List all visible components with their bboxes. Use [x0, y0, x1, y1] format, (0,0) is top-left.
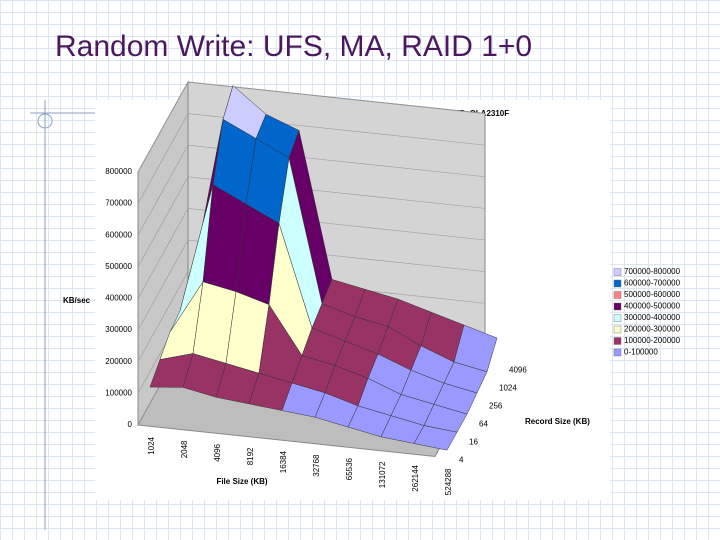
surface-cell: [413, 425, 458, 451]
z-tick-label: 700000: [105, 199, 132, 208]
y-axis-label: Record Size (KB): [525, 417, 590, 426]
legend-label: 400000-500000: [624, 302, 681, 311]
x-tick-label: 32768: [312, 454, 321, 477]
x-tick-label: 65536: [345, 457, 354, 480]
y-tick-label: 256: [489, 402, 503, 411]
legend-swatch: [613, 279, 622, 288]
grid-line: [137, 239, 486, 331]
x-tick-label: 524288: [444, 468, 453, 495]
z-tick-label: 300000: [105, 325, 132, 334]
grid-line: [137, 271, 486, 362]
legend-swatch: [613, 291, 622, 299]
decor-circle: [37, 113, 53, 129]
x-tick-label: 4096: [213, 443, 222, 461]
legend-swatch: [613, 325, 622, 334]
legend-label: 300000-400000: [624, 313, 681, 322]
z-tick-label: 400000: [105, 294, 132, 303]
legend-swatch: [613, 314, 622, 322]
legend-label: 0-100000: [624, 348, 658, 357]
z-axis-label: KB/sec: [63, 296, 91, 305]
grid-line: [137, 81, 486, 173]
x-tick-label: 2048: [180, 440, 189, 458]
y-tick-label: 16: [469, 438, 478, 447]
legend-label: 600000-700000: [624, 279, 681, 288]
legend-swatch: [613, 268, 622, 276]
grid-line: [137, 113, 486, 204]
z-tick-label: 0: [128, 420, 133, 429]
legend-swatch: [613, 337, 622, 345]
legend-swatch: [613, 302, 622, 311]
z-tick-label: 200000: [105, 357, 132, 366]
y-tick-label: 1024: [499, 384, 517, 393]
legend-label: 700000-800000: [624, 267, 681, 276]
grid-line: [137, 208, 486, 299]
y-tick-label: 64: [479, 420, 488, 429]
x-tick-label: 1024: [147, 436, 156, 454]
z-tick-label: 600000: [105, 230, 132, 239]
legend-label: 100000-200000: [624, 336, 681, 345]
y-tick-label: 4: [459, 456, 464, 465]
legend-label: 200000-300000: [624, 325, 681, 334]
legend-label: 500000-600000: [624, 290, 681, 299]
z-tick-label: 100000: [105, 388, 132, 397]
x-tick-label: 8192: [246, 447, 255, 465]
x-tick-label: 131072: [378, 461, 387, 488]
x-tick-label: 16384: [279, 450, 288, 473]
x-tick-label: 262144: [411, 464, 420, 491]
legend-swatch: [613, 348, 622, 357]
z-tick-label: 500000: [105, 262, 132, 271]
x-axis-label: File Size (KB): [216, 477, 267, 486]
grid-line: [137, 176, 486, 268]
grid-line: [137, 144, 486, 236]
y-tick-label: 4096: [509, 366, 527, 375]
slide-title: Random Write: UFS, MA, RAID 1+0: [55, 30, 533, 63]
z-tick-label: 800000: [105, 167, 132, 176]
